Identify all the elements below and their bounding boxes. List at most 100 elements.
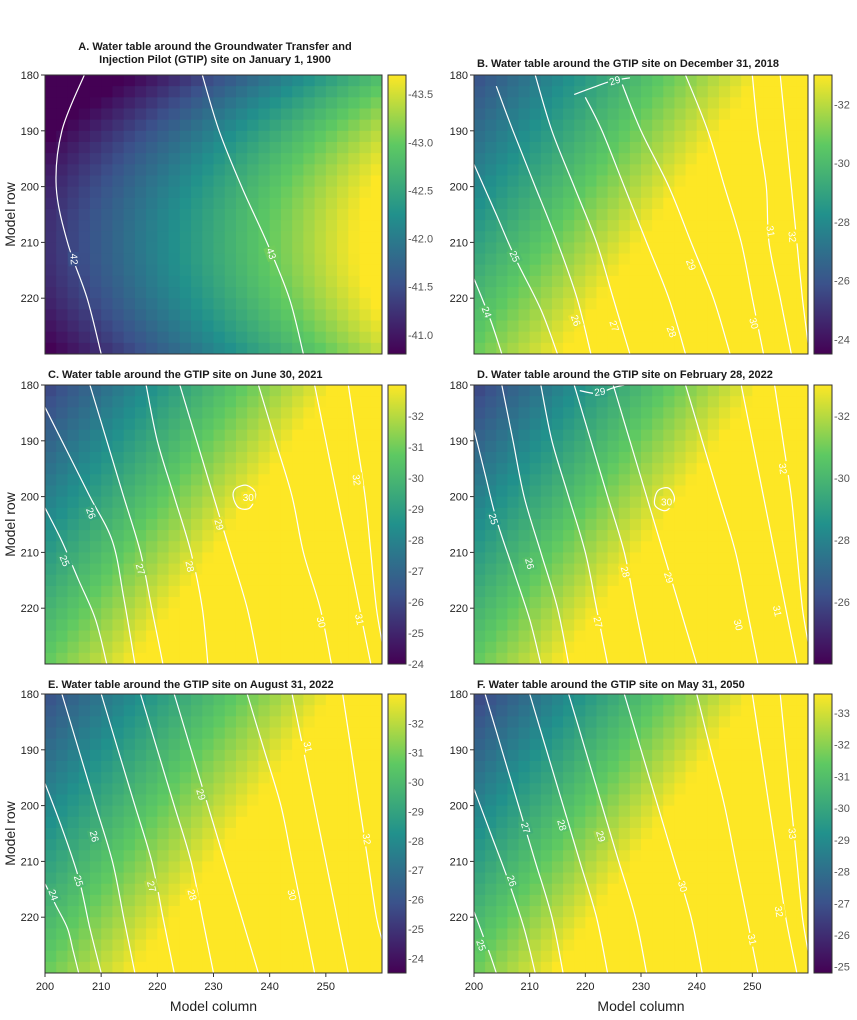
contour-line-d-7 bbox=[774, 385, 808, 642]
y-tick-label-f-4: 220 bbox=[450, 912, 468, 924]
colorbar-tick-f-1: -26 bbox=[834, 930, 850, 942]
contour-line-f-7 bbox=[751, 694, 798, 973]
contour-line-d-5 bbox=[684, 385, 759, 664]
colorbar-tick-f-6: -31 bbox=[834, 771, 850, 783]
contour-line-c-5 bbox=[257, 385, 332, 664]
colorbar-a: -41.0 -41.5 -42.0 -42.5 -43.0 -43.5 bbox=[387, 74, 433, 355]
colorbar-tick-e-2: -26 bbox=[408, 895, 424, 907]
panel-e: E. Water table around the GTIP site on A… bbox=[2, 679, 424, 1014]
y-tick-label-b-0: 180 bbox=[450, 70, 468, 82]
panel-e-title: E. Water table around the GTIP site on A… bbox=[48, 679, 334, 691]
contour-label-f-8: 33 bbox=[785, 827, 797, 840]
contour-label-c-3: 28 bbox=[182, 560, 195, 574]
colorbar-tick-e-7: -31 bbox=[408, 748, 424, 760]
panel-c: C. Water table around the GTIP site on J… bbox=[2, 369, 424, 671]
contour-label-c-2: 27 bbox=[133, 563, 147, 577]
y-tick-label-c-0: 180 bbox=[21, 380, 39, 392]
x-tick-label-e-4: 240 bbox=[260, 981, 278, 993]
contour-line-d-1 bbox=[501, 385, 570, 664]
contour-line-e-5 bbox=[173, 694, 259, 973]
colorbar-tick-c-7: -31 bbox=[408, 442, 424, 454]
contour-line-b-4 bbox=[584, 97, 687, 354]
contour-line-b-8 bbox=[779, 75, 808, 343]
contour-label-f-1: 26 bbox=[504, 874, 518, 888]
panel-e-heatmap bbox=[45, 694, 382, 973]
panel-c-title: C. Water table around the GTIP site on J… bbox=[48, 369, 322, 381]
y-tick-label-f-2: 200 bbox=[450, 801, 468, 813]
colorbar-tick-e-4: -28 bbox=[408, 836, 424, 848]
y-tick-label-a-4: 220 bbox=[21, 293, 39, 305]
panel-d-heatmap bbox=[474, 385, 808, 664]
contour-line-a-0 bbox=[55, 75, 102, 354]
contour-label-f-7: 32 bbox=[772, 905, 785, 918]
colorbar-tick-f-8: -33 bbox=[834, 708, 850, 720]
colorbar-tick-e-8: -32 bbox=[408, 718, 424, 730]
contour-label-d-2: 27 bbox=[590, 616, 603, 630]
colorbar-tick-f-4: -29 bbox=[834, 835, 850, 847]
y-tick-label-d-2: 200 bbox=[450, 492, 468, 504]
contour-label-b-4: 28 bbox=[664, 325, 678, 340]
colorbar-tick-d-1: -28 bbox=[834, 535, 850, 547]
contour-line-c-1 bbox=[45, 407, 136, 664]
colorbar-tick-e-0: -24 bbox=[408, 953, 424, 965]
contour-label-f-5: 30 bbox=[675, 880, 689, 894]
contour-line-d-4 bbox=[612, 385, 698, 664]
contour-label-b-0: 24 bbox=[479, 305, 493, 320]
colorbar-c: -24 -25 -26 -27 -28 -29 -30 -31 -32 bbox=[387, 384, 424, 671]
x-tick-label-f-3: 230 bbox=[632, 981, 650, 993]
contour-label-c-6: 31 bbox=[352, 613, 365, 627]
contour-label-d-1: 26 bbox=[522, 557, 535, 571]
contour-line-b-6 bbox=[684, 75, 765, 354]
y-tick-label-b-3: 210 bbox=[450, 237, 468, 249]
y-tick-label-d-0: 180 bbox=[450, 380, 468, 392]
contour-label-d-4: 29 bbox=[661, 571, 675, 585]
x-tick-label-f-5: 250 bbox=[743, 981, 761, 993]
colorbar-tick-c-6: -30 bbox=[408, 473, 424, 485]
contour-label-f-3: 28 bbox=[554, 818, 568, 832]
contour-label-e-5: 29 bbox=[193, 788, 207, 802]
contour-label-d-3: 28 bbox=[618, 565, 632, 579]
panel-c-heatmap bbox=[45, 385, 382, 664]
contour-line-b-3 bbox=[534, 75, 631, 354]
panel-d-title: D. Water table around the GTIP site on F… bbox=[477, 369, 773, 381]
contour-line-f-6 bbox=[696, 694, 759, 973]
y-tick-label-a-2: 200 bbox=[21, 182, 39, 194]
colorbar-tick-b-0: -24 bbox=[834, 334, 850, 346]
x-tick-label-e-1: 210 bbox=[92, 981, 110, 993]
colorbar-tick-d-0: -26 bbox=[834, 597, 850, 609]
y-tick-label-f-0: 180 bbox=[450, 689, 468, 701]
y-tick-label-b-2: 200 bbox=[450, 182, 468, 194]
contour-line-d-2 bbox=[540, 385, 609, 664]
contour-line-d-6 bbox=[740, 385, 798, 664]
panel-f: F. Water table around the GTIP site on M… bbox=[450, 679, 850, 1014]
panel-d-frame bbox=[473, 384, 809, 665]
x-tick-label-f-2: 220 bbox=[576, 981, 594, 993]
contour-label-d-7: 32 bbox=[776, 463, 788, 476]
contour-label-c-0: 25 bbox=[57, 554, 71, 569]
colorbar-tick-e-3: -27 bbox=[408, 865, 424, 877]
contour-line-c-0 bbox=[45, 507, 108, 664]
colorbar-tick-c-3: -27 bbox=[408, 566, 424, 578]
contour-label-c-8: 30 bbox=[243, 493, 255, 504]
y-tick-label-d-3: 210 bbox=[450, 547, 468, 559]
colorbar-tick-f-5: -30 bbox=[834, 803, 850, 815]
contour-line-d-0 bbox=[474, 429, 542, 664]
x-axis-label-f: Model column bbox=[597, 998, 684, 1014]
colorbar-tick-a-4: -43.0 bbox=[408, 137, 433, 149]
y-tick-label-c-4: 220 bbox=[21, 603, 39, 615]
contour-label-e-8: 32 bbox=[360, 833, 373, 846]
colorbar-tick-c-2: -26 bbox=[408, 597, 424, 609]
contour-line-e-2 bbox=[61, 694, 136, 973]
contour-line-c-3 bbox=[145, 385, 209, 664]
colorbar-tick-c-4: -28 bbox=[408, 535, 424, 547]
colorbar-tick-e-5: -29 bbox=[408, 806, 424, 818]
contour-label-e-0: 24 bbox=[45, 888, 59, 903]
panel-c-frame bbox=[44, 384, 383, 665]
colorbar-tick-d-3: -32 bbox=[834, 411, 850, 423]
contour-label-c-1: 26 bbox=[83, 507, 97, 522]
x-tick-label-f-0: 200 bbox=[465, 981, 483, 993]
contour-line-a-1 bbox=[201, 75, 304, 354]
x-tick-label-e-3: 230 bbox=[204, 981, 222, 993]
colorbar-f: -25 -26 -27 -28 -29 -30 -31 -32 -33 bbox=[813, 693, 850, 974]
y-tick-label-a-1: 190 bbox=[21, 126, 39, 138]
